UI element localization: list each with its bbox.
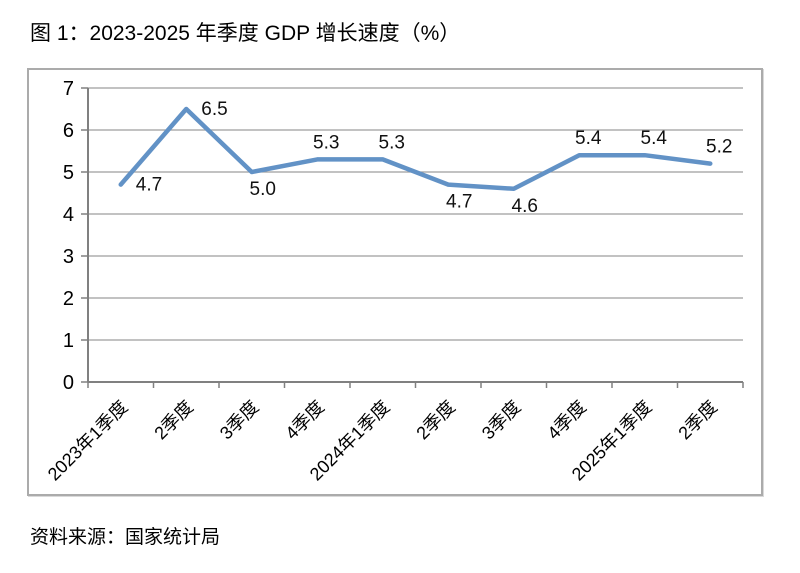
data-point-label: 5.2 bbox=[706, 137, 732, 158]
x-axis-category-label: 4季度 bbox=[543, 397, 590, 444]
x-axis-category-label: 2季度 bbox=[674, 397, 721, 444]
x-axis-category-label: 3季度 bbox=[478, 397, 525, 444]
figure-title: 图 1：2023-2025 年季度 GDP 增长速度（%） bbox=[30, 22, 461, 45]
data-point-label: 5.3 bbox=[379, 132, 405, 153]
y-axis-tick-label: 4 bbox=[63, 204, 74, 226]
y-axis-tick-label: 7 bbox=[63, 78, 74, 100]
data-point-label: 6.5 bbox=[201, 99, 227, 120]
chart-panel: 0 1 2 3 4 5 6 7 2023年1季度 2季度 3季度 4季度 2024年1季度 2季度 3季度 4… bbox=[27, 68, 763, 496]
y-axis-tick-label: 6 bbox=[63, 120, 74, 142]
x-axis-category-label: 2季度 bbox=[150, 397, 197, 444]
y-axis-tick-label: 0 bbox=[63, 372, 74, 394]
data-point-label: 5.3 bbox=[313, 132, 339, 153]
y-axis-tick-label: 3 bbox=[63, 246, 74, 268]
x-axis-category-label: 4季度 bbox=[281, 397, 328, 444]
x-axis-category-label: 3季度 bbox=[216, 397, 263, 444]
data-point-label: 5.0 bbox=[250, 179, 276, 200]
y-axis-tick-label: 2 bbox=[63, 288, 74, 310]
x-axis-category-label: 2季度 bbox=[412, 397, 459, 444]
source-note: 资料来源：国家统计局 bbox=[30, 527, 221, 548]
data-point-label: 5.4 bbox=[641, 128, 668, 149]
data-point-label: 4.7 bbox=[136, 175, 162, 196]
data-point-label: 5.4 bbox=[575, 128, 602, 149]
y-axis-tick-label: 5 bbox=[63, 162, 74, 184]
x-axis-category-label: 2023年1季度 bbox=[44, 397, 132, 485]
y-axis-tick-label: 1 bbox=[63, 330, 74, 352]
data-point-label: 4.6 bbox=[512, 196, 538, 217]
data-point-label: 4.7 bbox=[446, 192, 472, 213]
gdp-trend-line bbox=[118, 106, 713, 192]
